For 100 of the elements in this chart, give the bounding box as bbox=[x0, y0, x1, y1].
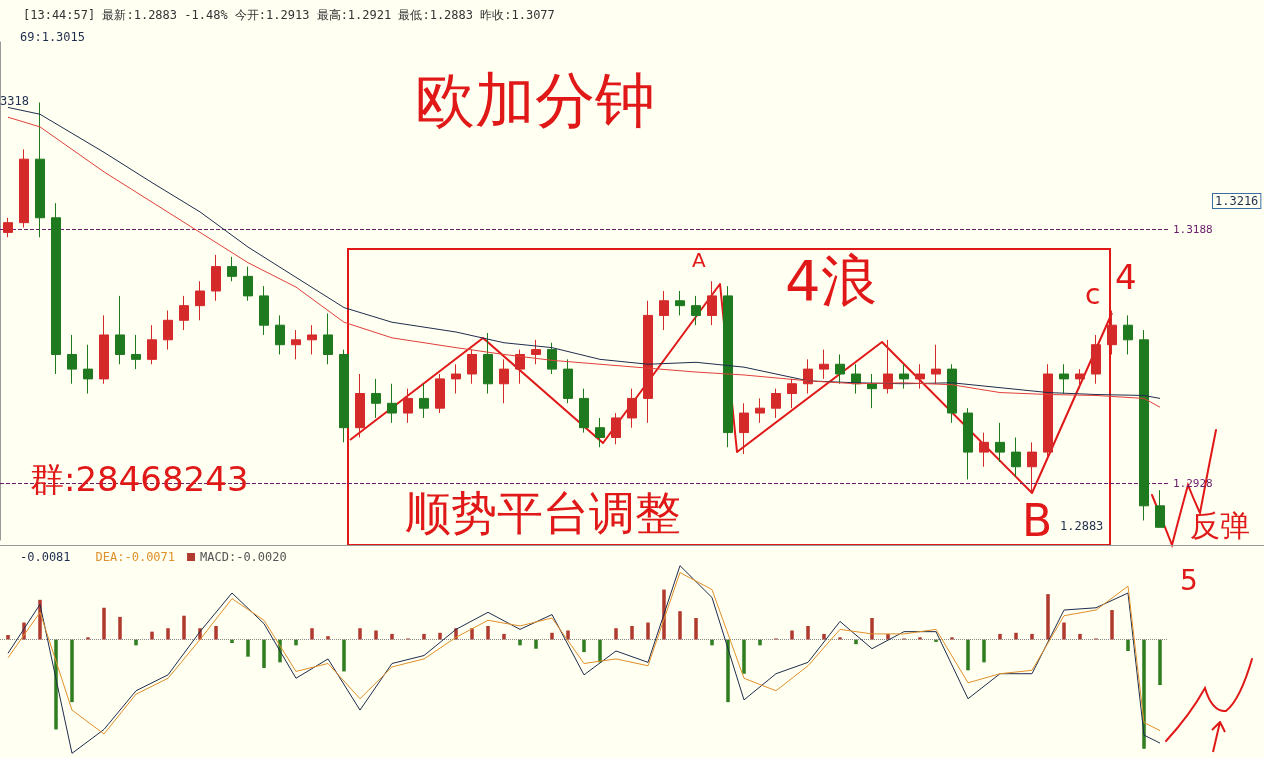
bar bbox=[646, 622, 650, 640]
candlestick bbox=[3, 217, 13, 238]
candlestick bbox=[1091, 334, 1101, 385]
candlestick bbox=[147, 324, 157, 365]
candlestick bbox=[595, 417, 605, 448]
candlestick bbox=[99, 314, 109, 385]
candlestick bbox=[371, 378, 381, 419]
bar bbox=[1158, 639, 1162, 686]
candlestick bbox=[1155, 489, 1165, 528]
candlestick bbox=[243, 266, 253, 302]
candlestick bbox=[963, 407, 973, 480]
bar bbox=[806, 625, 810, 640]
candlestick bbox=[771, 388, 781, 419]
bar bbox=[70, 639, 74, 703]
annotation: 3318 bbox=[0, 94, 29, 108]
bar bbox=[550, 632, 554, 640]
candlestick bbox=[467, 349, 477, 385]
bar bbox=[422, 633, 426, 640]
annotation: c bbox=[1085, 277, 1101, 311]
bar bbox=[262, 639, 266, 669]
annotation: A bbox=[692, 248, 706, 272]
bar bbox=[694, 618, 698, 640]
candlestick bbox=[131, 334, 141, 370]
annotation: 欧加分钟 bbox=[415, 65, 655, 135]
candlestick bbox=[563, 358, 573, 404]
bar bbox=[6, 635, 10, 640]
bar bbox=[726, 639, 730, 703]
candlestick bbox=[435, 373, 445, 414]
bar bbox=[966, 639, 970, 671]
candlestick bbox=[915, 363, 925, 390]
candlestick bbox=[547, 342, 557, 375]
candlestick bbox=[1139, 329, 1149, 521]
candlestick bbox=[979, 432, 989, 468]
annotation: 1.2883 bbox=[1060, 519, 1104, 533]
bar bbox=[518, 639, 522, 646]
candlestick bbox=[947, 363, 957, 424]
bar bbox=[1126, 639, 1130, 651]
candlestick bbox=[179, 295, 189, 331]
bar bbox=[502, 633, 506, 640]
candlestick bbox=[867, 373, 877, 409]
bar bbox=[1110, 610, 1114, 640]
annotation: 4浪 bbox=[785, 247, 877, 313]
candlestick bbox=[35, 102, 45, 238]
annotation: 顺势平台调整 bbox=[405, 486, 681, 540]
candlestick bbox=[339, 349, 349, 443]
bar bbox=[246, 639, 250, 657]
candlestick bbox=[323, 312, 333, 365]
candlestick bbox=[707, 280, 717, 326]
chart-title: [13:44:57] 最新:1.2883 -1.48% 今开:1.2913 最高:1.2921 最低:1.2883 昨收:1.3077 bbox=[23, 8, 555, 22]
annotation: 4 bbox=[1115, 257, 1137, 297]
candlestick bbox=[115, 295, 125, 365]
bar bbox=[342, 639, 346, 672]
bar bbox=[390, 633, 394, 640]
candlestick bbox=[755, 397, 765, 424]
candlestick bbox=[995, 422, 1005, 463]
candlestick bbox=[739, 402, 749, 455]
bar bbox=[614, 628, 618, 640]
text: DEA:-0.0071 bbox=[95, 550, 176, 564]
candlestick bbox=[403, 388, 413, 424]
candlestick bbox=[835, 353, 845, 385]
bar bbox=[758, 639, 762, 646]
legend-label: MACD:-0.0020 bbox=[200, 550, 287, 564]
bar bbox=[310, 628, 314, 640]
bar bbox=[486, 625, 490, 640]
text: -0.0081 bbox=[20, 550, 71, 564]
candlestick bbox=[787, 378, 797, 409]
candlestick bbox=[1123, 314, 1133, 355]
bar bbox=[230, 639, 234, 644]
candlestick bbox=[1107, 310, 1117, 355]
bar bbox=[598, 639, 602, 663]
bar bbox=[182, 615, 186, 640]
bar bbox=[630, 625, 634, 640]
bar bbox=[854, 639, 858, 645]
candlestick bbox=[195, 280, 205, 321]
candlestick bbox=[275, 314, 285, 355]
annotation: B bbox=[1022, 494, 1053, 546]
candlestick bbox=[515, 349, 525, 385]
candlestick bbox=[451, 363, 461, 395]
candlestick bbox=[803, 358, 813, 395]
bar bbox=[374, 630, 378, 640]
candlestick bbox=[691, 295, 701, 326]
bar bbox=[102, 607, 106, 640]
candlestick bbox=[307, 324, 317, 355]
candlestick bbox=[931, 344, 941, 385]
candlestick bbox=[627, 388, 637, 429]
bar bbox=[982, 639, 986, 663]
candlestick bbox=[883, 339, 893, 395]
candlestick bbox=[499, 358, 509, 404]
bar bbox=[1030, 633, 1034, 640]
candlestick bbox=[579, 388, 589, 434]
bar bbox=[710, 639, 714, 646]
candlestick bbox=[899, 363, 909, 390]
bar bbox=[118, 616, 122, 640]
candlestick bbox=[291, 329, 301, 360]
bar bbox=[166, 628, 170, 640]
candlestick bbox=[163, 310, 173, 351]
candlestick bbox=[659, 290, 669, 331]
candlestick bbox=[67, 334, 77, 385]
bar bbox=[294, 639, 298, 646]
candlestick bbox=[483, 332, 493, 395]
